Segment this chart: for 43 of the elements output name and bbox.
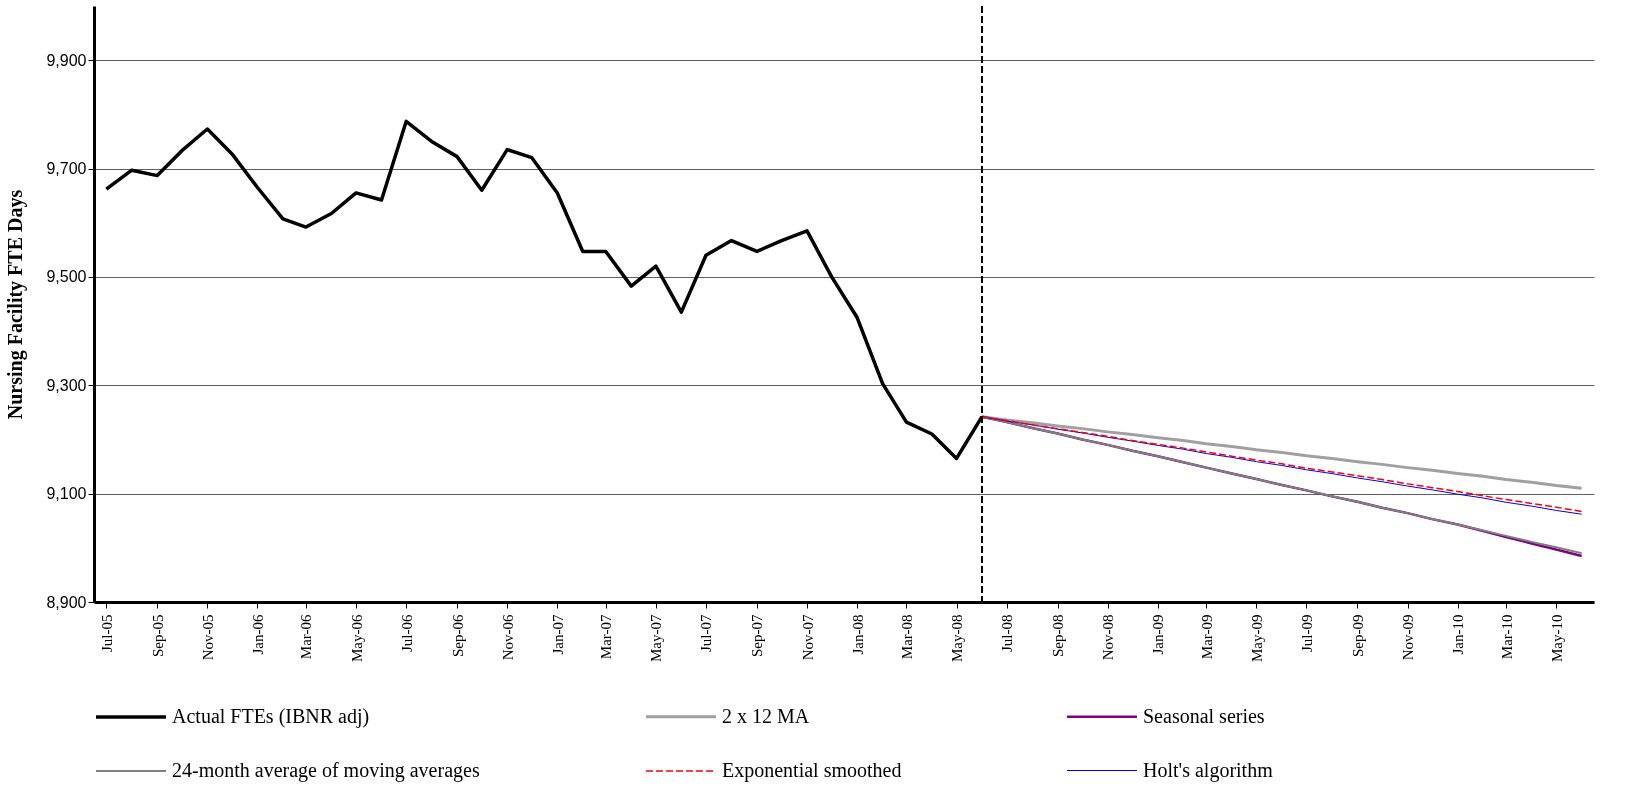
x-tick-label: Sep-07 xyxy=(749,614,766,657)
x-tick-label: Sep-09 xyxy=(1349,614,1366,657)
x-tick-label: Jan-09 xyxy=(1150,614,1167,655)
legend-label: Seasonal series xyxy=(1143,704,1265,727)
x-tick-label: Nov-07 xyxy=(799,614,816,661)
x-tick-label: Jan-10 xyxy=(1450,614,1467,655)
x-tick-label: Mar-07 xyxy=(598,614,615,660)
x-tick-label: Jul-07 xyxy=(698,614,715,652)
y-tick-label: 9,500 xyxy=(46,268,87,286)
y-axis-title: Nursing Facility FTE Days xyxy=(4,189,28,420)
y-tick-label: 9,900 xyxy=(46,51,87,69)
x-tick-label: Mar-08 xyxy=(898,614,915,660)
legend-label: 2 x 12 MA xyxy=(722,704,810,727)
legend-label: Exponential smoothed xyxy=(722,759,902,782)
x-tick-label: May-08 xyxy=(949,614,966,662)
x-tick-label: Sep-08 xyxy=(1050,614,1067,657)
x-tick-label: Mar-06 xyxy=(298,614,315,660)
x-tick-label: Nov-06 xyxy=(499,614,516,661)
y-tick-label: 9,300 xyxy=(46,376,87,394)
legend-label: 24-month average of moving averages xyxy=(172,759,480,782)
x-tick-label: Jul-05 xyxy=(98,614,115,652)
y-tick-label: 8,900 xyxy=(46,593,87,611)
x-tick-label: Jul-09 xyxy=(1298,614,1315,652)
x-tick-label: Mar-09 xyxy=(1198,614,1215,660)
x-tick-label: Jan-07 xyxy=(549,614,566,655)
x-tick-label: May-09 xyxy=(1248,614,1265,662)
legend-label: Actual FTEs (IBNR adj) xyxy=(172,705,370,728)
x-tick-label: Jul-08 xyxy=(999,614,1016,652)
legend-label: Holt's algorithm xyxy=(1143,758,1274,782)
x-tick-label: Sep-05 xyxy=(149,614,166,657)
x-tick-label: May-07 xyxy=(648,614,665,662)
x-tick-label: Nov-09 xyxy=(1400,614,1417,661)
x-tick-label: Jan-08 xyxy=(849,614,866,655)
x-tick-label: May-06 xyxy=(348,614,365,662)
x-tick-label: Mar-10 xyxy=(1498,614,1515,660)
y-tick-label: 9,700 xyxy=(46,160,87,178)
x-tick-label: Nov-08 xyxy=(1100,614,1117,661)
y-tick-label: 9,100 xyxy=(46,485,87,503)
x-tick-label: May-10 xyxy=(1548,614,1565,662)
x-tick-label: Jan-06 xyxy=(249,614,266,655)
x-tick-label: Nov-05 xyxy=(199,614,216,661)
x-tick-label: Jul-06 xyxy=(398,614,415,652)
x-tick-label: Sep-06 xyxy=(449,614,466,657)
